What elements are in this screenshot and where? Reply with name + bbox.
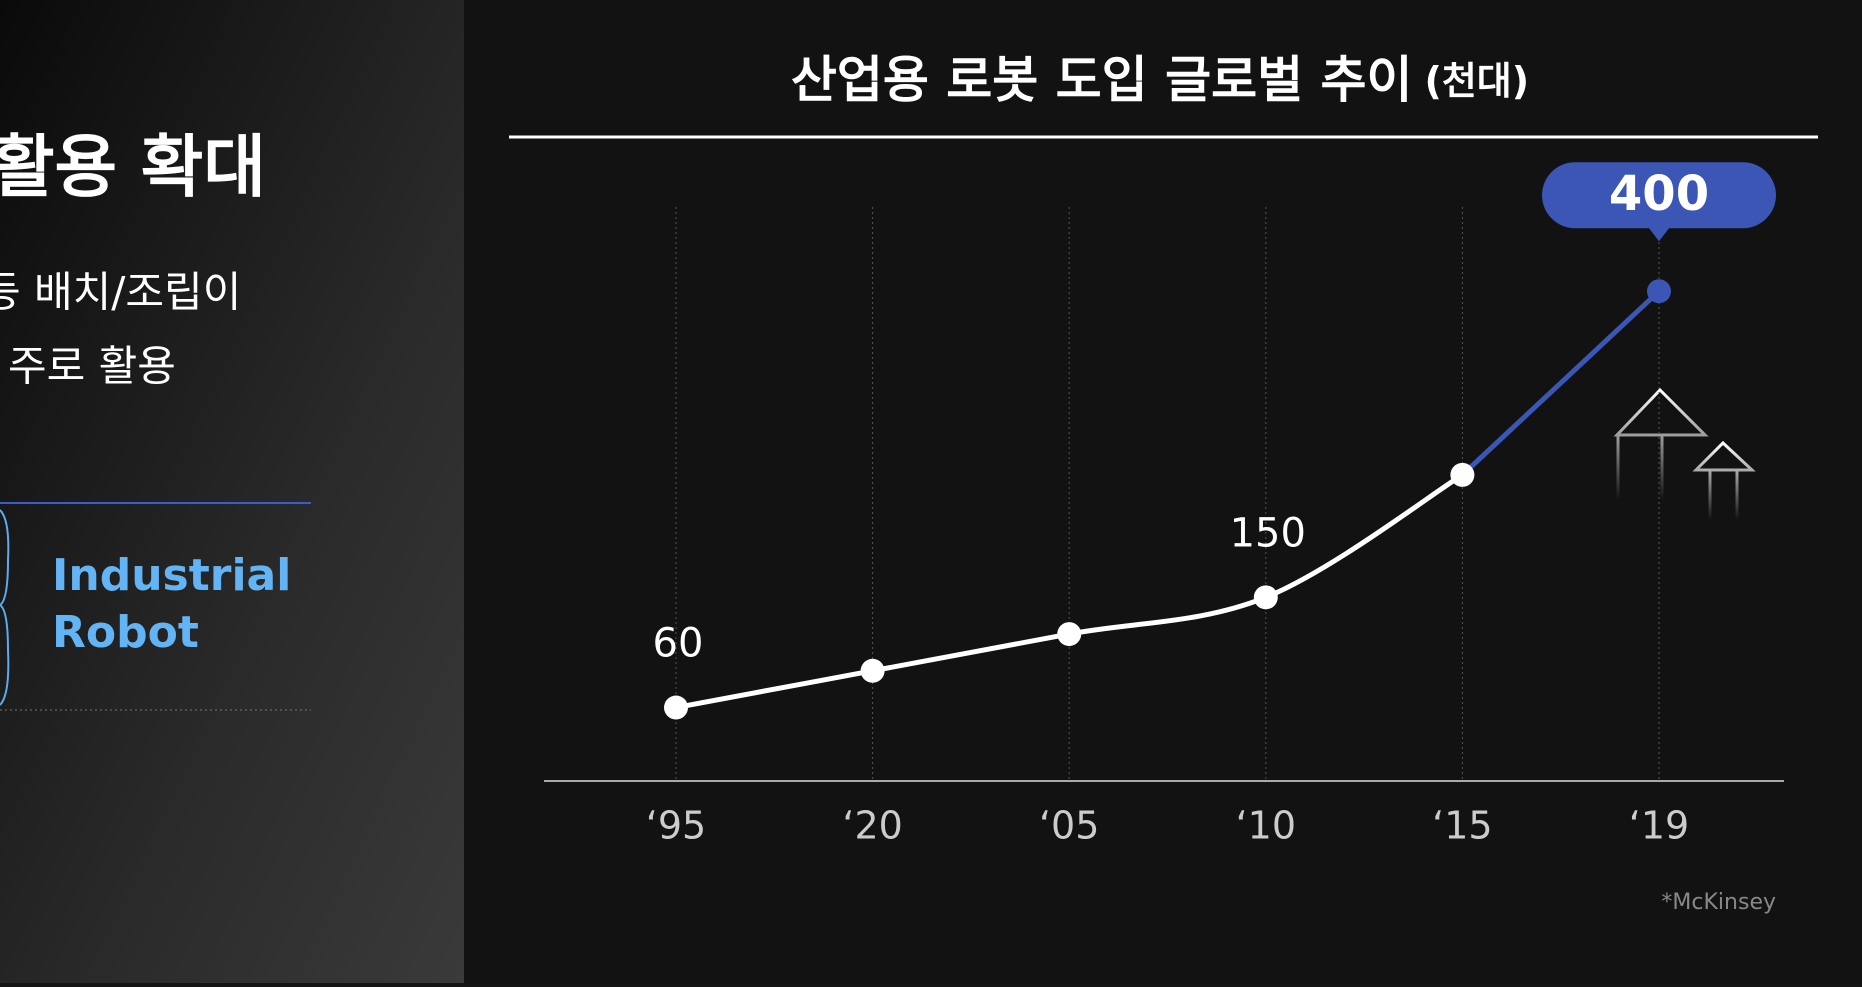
point bbox=[1647, 279, 1671, 304]
arrow bbox=[1613, 387, 1709, 500]
left-line: 등 배치/조립이 bbox=[0, 268, 241, 317]
left-heading: 활용 확대 bbox=[0, 129, 266, 208]
title-unit: (천대) bbox=[1424, 59, 1529, 103]
point bbox=[1450, 462, 1475, 487]
point bbox=[664, 695, 688, 720]
data-label: 60 bbox=[653, 621, 704, 667]
left-panel bbox=[0, 0, 464, 983]
point bbox=[860, 658, 885, 683]
x-tick-label: ‘10 bbox=[1236, 804, 1296, 848]
data-label: 400 bbox=[1609, 166, 1709, 222]
title-main: 산업용 로봇 도입 글로벌 추이 bbox=[791, 51, 1413, 109]
x-tick-label: ‘19 bbox=[1629, 804, 1689, 848]
point bbox=[1253, 585, 1278, 610]
data-label: 150 bbox=[1230, 510, 1306, 556]
x-tick-label: ‘20 bbox=[842, 804, 902, 848]
x-tick-label: ‘15 bbox=[1432, 804, 1492, 848]
source: *McKinsey bbox=[1661, 890, 1776, 915]
line-highlight bbox=[1459, 288, 1662, 478]
point bbox=[1057, 622, 1082, 647]
robot-label: Industrial bbox=[52, 550, 291, 601]
left-line: 주로 활용 bbox=[8, 342, 176, 391]
x-tick-label: ‘95 bbox=[646, 804, 706, 848]
chart-title: 산업용 로봇 도입 글로벌 추이 (천대) bbox=[791, 51, 1529, 109]
label-bubble bbox=[1542, 162, 1777, 242]
arrow bbox=[1692, 440, 1756, 520]
arrows bbox=[1613, 387, 1756, 520]
brace bbox=[0, 509, 10, 706]
robot-label: Robot bbox=[52, 607, 199, 658]
x-tick-label: ‘05 bbox=[1039, 804, 1099, 848]
